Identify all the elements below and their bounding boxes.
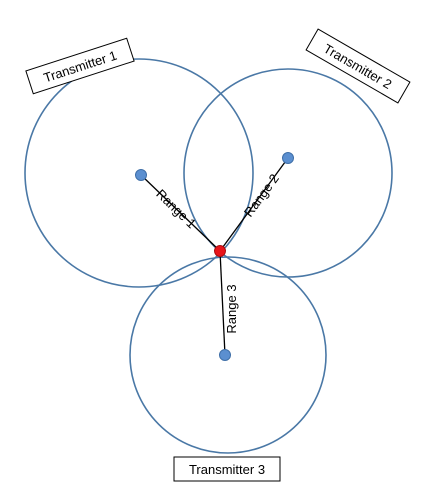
transmitter-3-label-box bbox=[173, 456, 281, 482]
receiver-position-dot bbox=[214, 245, 226, 257]
range-label-2: Range 2 bbox=[241, 171, 282, 220]
range-label-1: Range 1 bbox=[153, 186, 199, 231]
range-circle-1 bbox=[24, 58, 254, 288]
transmitter-1-label-box bbox=[25, 37, 135, 95]
transmitter-1-label: Transmitter 1 bbox=[25, 37, 135, 95]
transmitter-2-label-box bbox=[305, 28, 411, 104]
range-line-3 bbox=[219, 250, 226, 356]
range-circle-3 bbox=[129, 256, 327, 454]
transmitter-3-dot bbox=[219, 349, 231, 361]
range-line-2 bbox=[219, 157, 289, 252]
transmitter-2-label: Transmitter 2 bbox=[305, 28, 411, 104]
range-label-3: Range 3 bbox=[224, 284, 239, 333]
transmitter-2-dot bbox=[282, 152, 294, 164]
range-line-1 bbox=[140, 174, 221, 252]
transmitter-3-label-text: Transmitter 3 bbox=[189, 462, 265, 477]
transmitter-3-label: Transmitter 3 bbox=[173, 456, 281, 482]
transmitter-1-dot bbox=[135, 169, 147, 181]
